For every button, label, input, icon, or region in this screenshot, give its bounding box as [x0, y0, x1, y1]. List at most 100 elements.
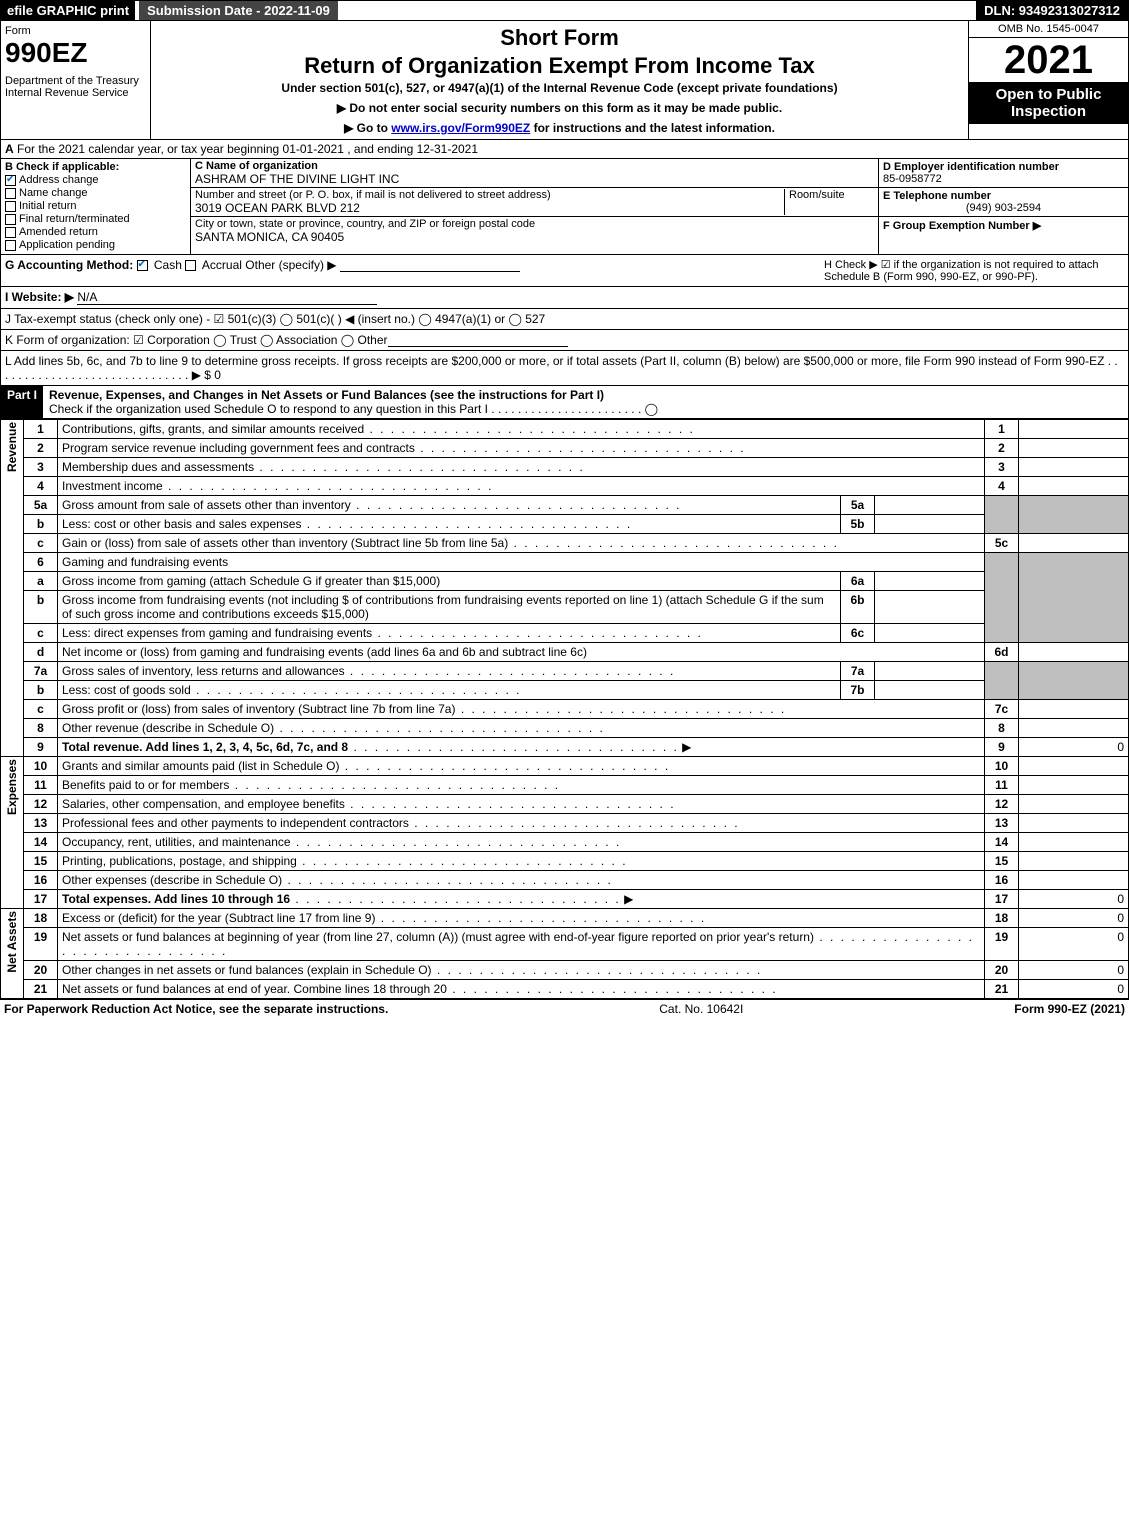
l7b-text: Less: cost of goods sold — [62, 683, 521, 697]
line-7c: c Gross profit or (loss) from sales of i… — [1, 700, 1129, 719]
line-5c: c Gain or (loss) from sale of assets oth… — [1, 534, 1129, 553]
l6-grey1 — [985, 553, 1019, 643]
l5c-num: c — [24, 534, 58, 553]
section-e: E Telephone number (949) 903-2594 — [879, 188, 1128, 217]
l7-grey2 — [1019, 662, 1129, 700]
page-footer: For Paperwork Reduction Act Notice, see … — [0, 999, 1129, 1018]
l5a-num: 5a — [24, 496, 58, 515]
l16-rnum: 16 — [985, 871, 1019, 890]
expenses-label: Expenses — [1, 757, 24, 909]
l6-text: Gaming and fundraising events — [58, 553, 985, 572]
netassets-label: Net Assets — [1, 909, 24, 999]
l7b-subval — [875, 681, 985, 700]
j-text: J Tax-exempt status (check only one) - ☑… — [5, 312, 545, 326]
line-7a: 7a Gross sales of inventory, less return… — [1, 662, 1129, 681]
line-6c: c Less: direct expenses from gaming and … — [1, 624, 1129, 643]
g-other: Other (specify) ▶ — [245, 258, 336, 272]
tax-year: 2021 — [969, 38, 1128, 82]
l6b-num: b — [24, 591, 58, 624]
open-to-public: Open to Public Inspection — [969, 82, 1128, 124]
short-form-title: Short Form — [155, 25, 964, 51]
l19-text: Net assets or fund balances at beginning… — [62, 930, 974, 958]
note2-post: for instructions and the latest informat… — [530, 121, 775, 135]
e-label: E Telephone number — [883, 190, 991, 202]
part-i-check: Check if the organization used Schedule … — [49, 402, 658, 416]
l14-val — [1019, 833, 1129, 852]
l7c-rnum: 7c — [985, 700, 1019, 719]
header-right: OMB No. 1545-0047 2021 Open to Public In… — [968, 21, 1128, 139]
g-accrual: Accrual — [202, 258, 242, 272]
l11-text: Benefits paid to or for members — [62, 778, 560, 792]
l5a-sub: 5a — [841, 496, 875, 515]
line-11: 11Benefits paid to or for members11 — [1, 776, 1129, 795]
footer-left: For Paperwork Reduction Act Notice, see … — [4, 1002, 388, 1016]
l6a-text: Gross income from gaming (attach Schedul… — [58, 572, 841, 591]
chk-label-1: Name change — [19, 187, 88, 199]
l15-rnum: 15 — [985, 852, 1019, 871]
l3-val — [1019, 458, 1129, 477]
l5c-val — [1019, 534, 1129, 553]
revenue-label: Revenue — [1, 420, 24, 757]
k-other-input[interactable] — [388, 333, 568, 347]
l13-num: 13 — [24, 814, 58, 833]
section-f: F Group Exemption Number ▶ — [879, 217, 1128, 234]
chk-application-pending[interactable]: Application pending — [5, 239, 186, 251]
l15-text: Printing, publications, postage, and shi… — [62, 854, 628, 868]
line-5a: 5a Gross amount from sale of assets othe… — [1, 496, 1129, 515]
irs-link[interactable]: www.irs.gov/Form990EZ — [391, 121, 530, 135]
row-a: A For the 2021 calendar year, or tax yea… — [0, 140, 1129, 159]
l3-num: 3 — [24, 458, 58, 477]
chk-amended-return[interactable]: Amended return — [5, 226, 186, 238]
l6-num: 6 — [24, 553, 58, 572]
l9-num: 9 — [24, 738, 58, 757]
org-street: 3019 OCEAN PARK BLVD 212 — [195, 201, 784, 215]
l17-val: 0 — [1019, 890, 1129, 909]
l2-num: 2 — [24, 439, 58, 458]
chk-initial-return[interactable]: Initial return — [5, 200, 186, 212]
chk-cash[interactable] — [137, 260, 148, 271]
l6d-rnum: 6d — [985, 643, 1019, 662]
chk-name-change[interactable]: Name change — [5, 187, 186, 199]
l14-rnum: 14 — [985, 833, 1019, 852]
f-label: F Group Exemption Number ▶ — [883, 220, 1041, 232]
l16-val — [1019, 871, 1129, 890]
l13-rnum: 13 — [985, 814, 1019, 833]
l19-val: 0 — [1019, 928, 1129, 961]
form-subtitle: Under section 501(c), 527, or 4947(a)(1)… — [155, 81, 964, 95]
l20-num: 20 — [24, 961, 58, 980]
l6c-num: c — [24, 624, 58, 643]
chk-address-change[interactable]: Address change — [5, 174, 186, 186]
line-1: Revenue 1 Contributions, gifts, grants, … — [1, 420, 1129, 439]
note-ssn: ▶ Do not enter social security numbers o… — [155, 101, 964, 115]
row-j: J Tax-exempt status (check only one) - ☑… — [0, 309, 1129, 330]
l1-num: 1 — [24, 420, 58, 439]
l21-num: 21 — [24, 980, 58, 999]
l5-grey1 — [985, 496, 1019, 534]
chk-accrual[interactable] — [185, 260, 196, 271]
l15-val — [1019, 852, 1129, 871]
org-city: SANTA MONICA, CA 90405 — [195, 230, 874, 244]
footer-mid: Cat. No. 10642I — [388, 1002, 1014, 1016]
note-link: ▶ Go to www.irs.gov/Form990EZ for instru… — [155, 121, 964, 135]
b-header: Check if applicable: — [16, 161, 119, 173]
l2-text: Program service revenue including govern… — [62, 441, 746, 455]
l21-text: Net assets or fund balances at end of ye… — [62, 982, 778, 996]
section-g: G Accounting Method: Cash Accrual Other … — [5, 258, 824, 283]
note2-pre: ▶ Go to — [344, 121, 391, 135]
l6c-subval — [875, 624, 985, 643]
chk-final-return[interactable]: Final return/terminated — [5, 213, 186, 225]
l6c-text: Less: direct expenses from gaming and fu… — [62, 626, 703, 640]
efile-print[interactable]: efile GRAPHIC print — [1, 1, 135, 20]
chk-label-0: Address change — [19, 174, 99, 186]
section-bcdef: B Check if applicable: Address change Na… — [0, 159, 1129, 255]
l6d-text: Net income or (loss) from gaming and fun… — [58, 643, 985, 662]
l7a-text: Gross sales of inventory, less returns a… — [62, 664, 675, 678]
chk-label-3: Final return/terminated — [19, 213, 130, 225]
text-a: For the 2021 calendar year, or tax year … — [17, 142, 478, 156]
line-5b: b Less: cost or other basis and sales ex… — [1, 515, 1129, 534]
line-6d: d Net income or (loss) from gaming and f… — [1, 643, 1129, 662]
line-6b: b Gross income from fundraising events (… — [1, 591, 1129, 624]
g-other-input[interactable] — [340, 258, 520, 272]
l16-num: 16 — [24, 871, 58, 890]
l17-text: Total expenses. Add lines 10 through 16 — [62, 892, 290, 906]
